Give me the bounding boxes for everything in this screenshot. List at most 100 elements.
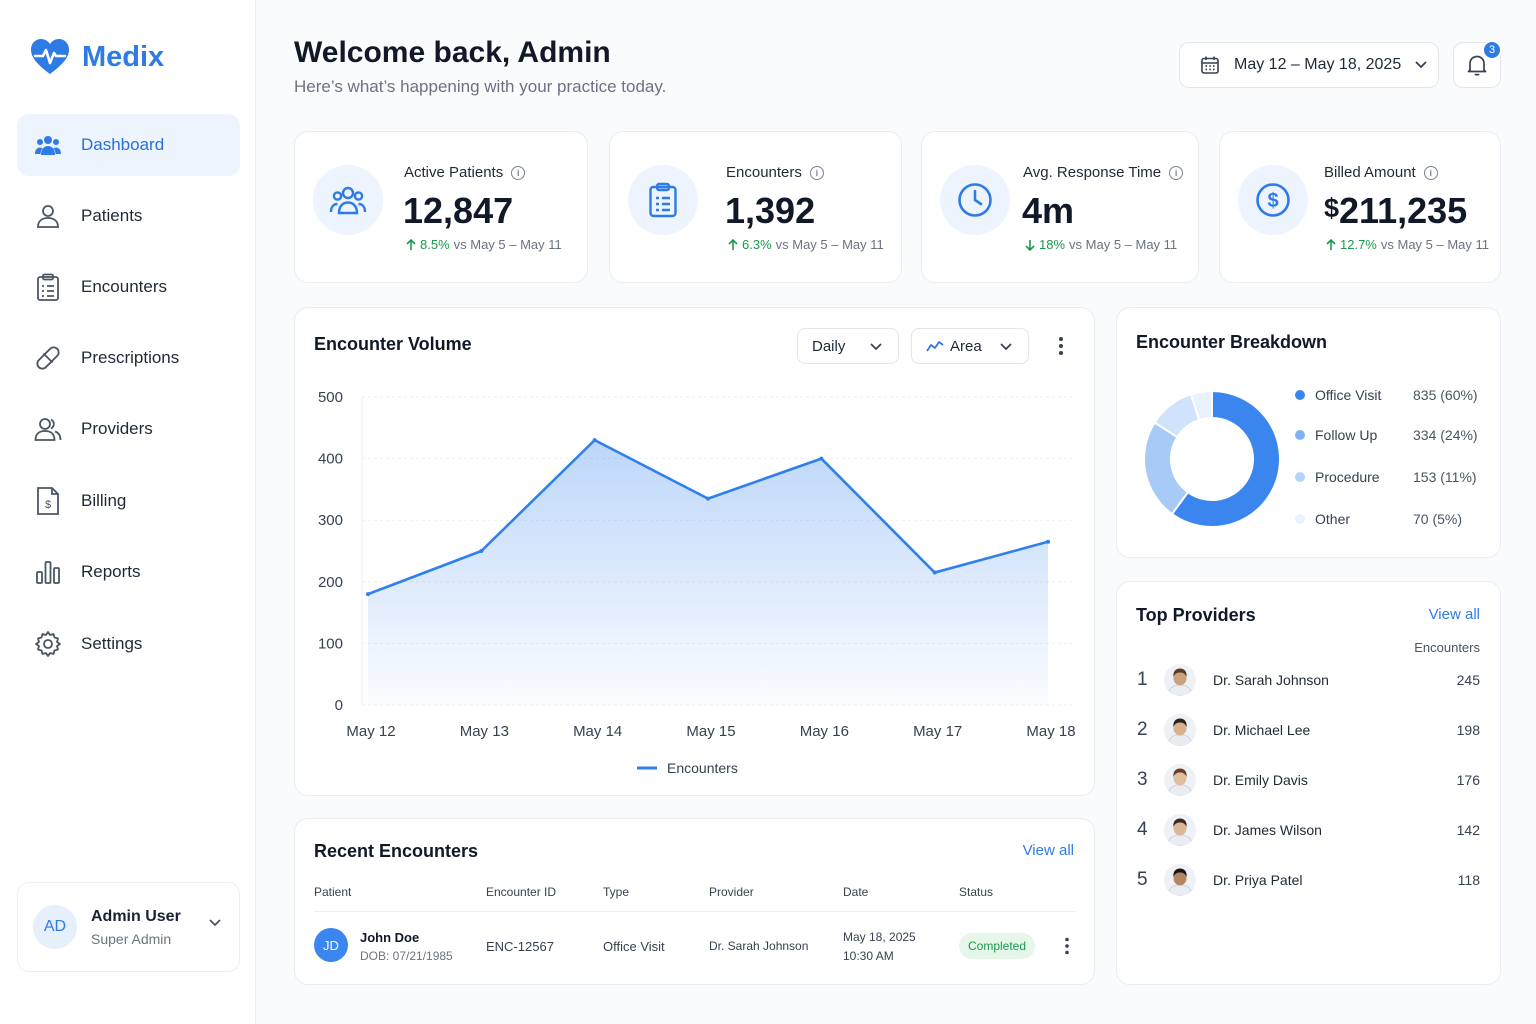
provider-rank: 4: [1137, 819, 1148, 840]
data-point[interactable]: [592, 438, 597, 443]
provider-name: Dr. Emily Davis: [1213, 772, 1308, 788]
donut-slice[interactable]: [1189, 389, 1213, 422]
trend-percent: 6.3%: [742, 237, 772, 252]
dollar-icon: $: [1238, 165, 1308, 235]
column-header-provider: Provider: [709, 885, 754, 899]
legend-label: Follow Up: [1315, 427, 1378, 443]
chevron-down-icon: [1415, 61, 1427, 69]
sidebar-item-reports[interactable]: Reports: [17, 541, 240, 603]
donut-slice[interactable]: [1143, 421, 1190, 516]
logo[interactable]: Medix: [30, 38, 164, 76]
info-icon[interactable]: i: [809, 165, 824, 180]
chevron-down-icon: [209, 919, 221, 927]
encounter-time: 10:30 AM: [843, 949, 894, 963]
x-tick-label: May 17: [913, 723, 962, 740]
view-all-providers-link[interactable]: View all: [1428, 606, 1480, 623]
legend-item-procedure: Procedure 153 (11%): [1295, 469, 1485, 485]
column-header-status: Status: [959, 885, 994, 899]
stat-label: Encounters i: [726, 164, 824, 181]
view-all-encounters-link[interactable]: View all: [1022, 842, 1074, 859]
users-group-icon: [313, 165, 383, 235]
sidebar-item-encounters[interactable]: Encounters: [17, 256, 240, 318]
legend-item-follow-up: Follow Up 334 (24%): [1295, 427, 1485, 443]
data-point[interactable]: [706, 496, 710, 501]
y-tick-label: 400: [318, 451, 343, 468]
heart-pulse-icon: [31, 39, 69, 74]
provider-row[interactable]: 4 Dr. James Wilson 142: [1117, 810, 1500, 850]
provider-rank: 3: [1137, 769, 1148, 790]
trend-percent: 12.7%: [1340, 237, 1377, 252]
provider-row[interactable]: 2 Dr. Michael Lee 198: [1117, 710, 1500, 750]
area-fill: [368, 440, 1048, 705]
sidebar-item-label: Patients: [81, 206, 143, 225]
date-range-picker[interactable]: May 12 – May 18, 2025: [1179, 42, 1439, 88]
info-icon[interactable]: i: [1423, 165, 1438, 180]
sidebar-item-label: Dashboard: [81, 135, 165, 154]
stat-label: Billed Amount i: [1324, 164, 1438, 181]
x-tick-label: May 12: [346, 723, 395, 740]
provider-name: Dr. Michael Lee: [1213, 722, 1311, 738]
provider-rank: 2: [1137, 719, 1148, 740]
chart-type-select[interactable]: Area: [911, 328, 1029, 364]
card-title: Recent Encounters: [314, 841, 479, 861]
legend-label: Office Visit: [1315, 387, 1382, 403]
provider-name: Dr. Sarah Johnson: [1213, 672, 1329, 688]
info-icon[interactable]: i: [1169, 165, 1184, 180]
page-subtitle: Here’s what’s happening with your practi…: [294, 77, 667, 96]
sidebar-item-providers[interactable]: Providers: [17, 398, 240, 460]
encounter-breakdown-card: Encounter Breakdown Office Visit 835 (60%…: [1116, 307, 1501, 558]
x-tick-label: May 14: [573, 723, 622, 740]
encounter-volume-card: Encounter Volume Daily Area 0 100 200 300 40…: [294, 307, 1095, 796]
user-menu[interactable]: AD Admin User Super Admin: [17, 882, 240, 972]
data-point[interactable]: [1046, 539, 1050, 544]
provider-row[interactable]: 3 Dr. Emily Davis 176: [1117, 760, 1500, 800]
legend-value: 70 (5%): [1413, 511, 1463, 527]
stat-label-text: Active Patients: [404, 164, 504, 181]
y-tick-label: 100: [318, 635, 343, 652]
donut-slice[interactable]: [1170, 389, 1281, 528]
svg-text:$: $: [1267, 190, 1278, 212]
sidebar-item-prescriptions[interactable]: Prescriptions: [17, 327, 240, 389]
trend-percent: 18%: [1039, 237, 1066, 252]
provider-row[interactable]: 5 Dr. Priya Patel 118: [1117, 860, 1500, 900]
arrow-down-icon: [1025, 239, 1035, 251]
card-title: Encounter Breakdown: [1136, 332, 1328, 352]
provider-name: Dr. Priya Patel: [1213, 872, 1303, 888]
more-options-icon[interactable]: [1064, 937, 1070, 955]
svg-text:$: $: [45, 499, 51, 511]
card-title: Top Providers: [1136, 605, 1256, 625]
data-point[interactable]: [366, 592, 370, 597]
provider-row[interactable]: 1 Dr. Sarah Johnson 245: [1117, 660, 1500, 700]
avatar: AD: [33, 905, 77, 949]
legend-dot: [1295, 514, 1305, 524]
encounter-volume-chart: 0 100 200 300 400 500 May 12 May 13 May 14 May 15…: [318, 389, 1076, 776]
trend-compare: vs May 5 – May 11: [453, 237, 562, 252]
user-name: Admin User: [91, 907, 181, 925]
more-options-icon[interactable]: [1058, 336, 1064, 356]
sidebar-item-billing[interactable]: $ Billing: [17, 470, 240, 532]
period-select[interactable]: Daily: [797, 328, 899, 364]
info-icon[interactable]: i: [511, 165, 526, 180]
notifications-button[interactable]: 3: [1453, 40, 1502, 88]
legend-item-office-visit: Office Visit 835 (60%): [1295, 387, 1485, 403]
card-title: Encounter Volume: [314, 334, 472, 354]
stat-value-number: 211,235: [1339, 190, 1468, 231]
sidebar-item-settings[interactable]: Settings: [17, 613, 240, 675]
trend-compare: vs May 5 – May 11: [775, 237, 884, 252]
sidebar: Medix Dashboard Patients Encounters Pres…: [0, 0, 256, 1024]
y-tick-label: 500: [318, 389, 343, 406]
sidebar-item-dashboard[interactable]: Dashboard: [17, 114, 240, 176]
data-point[interactable]: [932, 570, 937, 575]
data-point[interactable]: [479, 549, 484, 553]
stat-trend: 8.5% vs May 5 – May 11: [406, 237, 562, 252]
column-header-patient: Patient: [314, 885, 352, 899]
y-tick-label: 0: [335, 697, 343, 714]
data-point[interactable]: [819, 456, 824, 461]
provider-avatar: [1164, 814, 1196, 846]
legend-value: 835 (60%): [1413, 387, 1478, 403]
trend-compare: vs May 5 – May 11: [1069, 237, 1178, 252]
sidebar-item-patients[interactable]: Patients: [17, 185, 240, 247]
bell-icon: [1467, 55, 1487, 76]
y-tick-label: 300: [318, 512, 343, 529]
provider-count: 176: [1456, 772, 1480, 788]
